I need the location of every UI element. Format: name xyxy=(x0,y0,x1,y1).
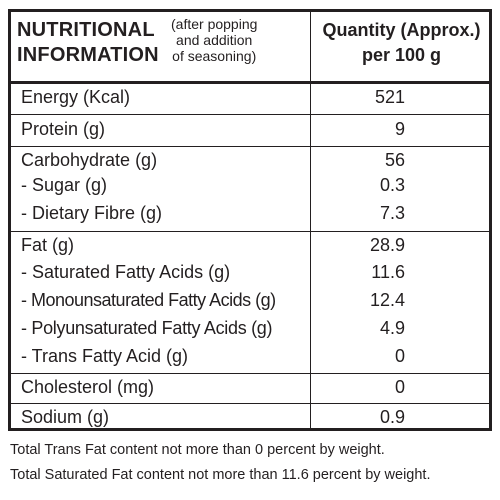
monounsaturated-fatty-acids-value: 12.4 xyxy=(369,290,405,310)
row-divider xyxy=(11,231,489,232)
title-note: (after popping and addition of seasoning… xyxy=(171,16,257,64)
quantity-line-1: Quantity (Approx.) xyxy=(322,20,481,40)
sugar-value: 0.3 xyxy=(379,175,405,195)
carbohydrate-label: Carbohydrate (g) xyxy=(21,150,158,170)
trans-fatty-acid-label: - Trans Fatty Acid (g) xyxy=(21,346,189,366)
table-title: NUTRITIONAL INFORMATION xyxy=(17,18,159,68)
row-divider xyxy=(11,146,489,147)
saturated-fatty-acids-label: - Saturated Fatty Acids (g) xyxy=(21,262,231,282)
note-line-3: of seasoning) xyxy=(172,48,257,64)
polyunsaturated-fatty-acids-label: - Polyunsaturated Fatty Acids (g) xyxy=(21,318,273,338)
protein-value: 9 xyxy=(394,119,405,139)
sugar-label: - Sugar (g) xyxy=(21,175,108,195)
polyunsaturated-fatty-acids-value: 4.9 xyxy=(379,318,405,338)
energy-label: Energy (Kcal) xyxy=(21,87,131,107)
note-line-1: (after popping xyxy=(171,16,258,32)
fat-label: Fat (g) xyxy=(21,235,75,255)
saturated-fatty-acids-value: 11.6 xyxy=(371,262,405,282)
row-divider xyxy=(11,373,489,374)
monounsaturated-fatty-acids-label: - Monounsaturated Fatty Acids (g) xyxy=(21,290,276,310)
protein-label: Protein (g) xyxy=(21,119,106,139)
row-divider xyxy=(11,114,489,115)
title-line-2: INFORMATION xyxy=(17,44,159,66)
energy-value: 521 xyxy=(374,87,405,107)
carbohydrate-value: 56 xyxy=(384,150,405,170)
quantity-line-2: per 100 g xyxy=(361,45,442,65)
title-line-1: NUTRITIONAL xyxy=(17,19,155,41)
sodium-value: 0.9 xyxy=(379,407,405,427)
fat-value: 28.9 xyxy=(369,235,405,255)
note-line-2: and addition xyxy=(176,32,253,48)
dietary-fibre-value: 7.3 xyxy=(379,203,405,223)
dietary-fibre-label: - Dietary Fibre (g) xyxy=(21,203,163,223)
trans-fat-footnote: Total Trans Fat content not more than 0 … xyxy=(10,442,385,458)
quantity-header: Quantity (Approx.) per 100 g xyxy=(311,18,492,68)
nutrition-table: NUTRITIONAL INFORMATION (after popping a… xyxy=(8,9,492,431)
sodium-label: Sodium (g) xyxy=(21,407,110,427)
column-divider xyxy=(310,12,311,428)
row-divider xyxy=(11,403,489,404)
trans-fatty-acid-value: 0 xyxy=(394,346,405,366)
cholesterol-value: 0 xyxy=(394,377,405,397)
saturated-fat-footnote: Total Saturated Fat content not more tha… xyxy=(10,467,431,483)
header-divider xyxy=(11,81,489,84)
cholesterol-label: Cholesterol (mg) xyxy=(21,377,155,397)
